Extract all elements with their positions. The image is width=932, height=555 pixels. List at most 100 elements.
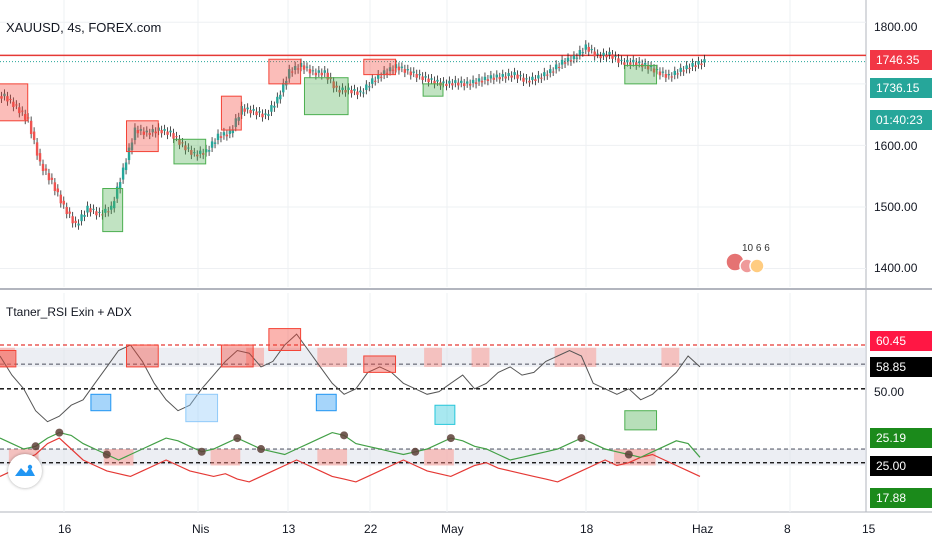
- candle-down: [261, 113, 264, 118]
- price-tick-1600: 1600.00: [874, 139, 918, 153]
- candle-up: [667, 74, 671, 76]
- candle-down: [21, 110, 24, 112]
- candle-down: [605, 55, 608, 58]
- candle-down: [356, 91, 359, 95]
- candle-up: [661, 71, 665, 73]
- candle-up: [3, 93, 6, 97]
- candle-down: [421, 76, 424, 81]
- adx-signal-dot: [197, 447, 206, 456]
- candle-down: [480, 80, 484, 83]
- candle-down: [326, 72, 329, 80]
- adx-signal-dot: [340, 431, 349, 440]
- indicator-pane: [0, 328, 866, 483]
- indicator-title[interactable]: Ttaner_RSI Exin + ADX: [6, 305, 132, 319]
- time-tick-15: 15: [862, 522, 876, 536]
- candle-down: [148, 133, 151, 135]
- candle-down: [534, 79, 537, 81]
- red-indicator-box: [268, 328, 302, 351]
- candle-up: [169, 130, 172, 133]
- candle-down: [107, 211, 110, 213]
- candle-up: [531, 76, 534, 81]
- candle-up: [549, 69, 552, 74]
- candle-down: [557, 66, 561, 68]
- red-signal-box: [126, 120, 159, 153]
- candle-down: [53, 182, 57, 191]
- candle-up: [412, 71, 415, 73]
- candle-up: [513, 72, 516, 76]
- candle-down: [24, 114, 27, 120]
- candle-up: [554, 64, 558, 70]
- candle-up: [118, 182, 122, 190]
- candle-up: [341, 87, 344, 91]
- candle-down: [89, 208, 92, 213]
- rsi-value-tag: 58.85: [870, 357, 932, 377]
- candle-down: [95, 211, 98, 216]
- price-tick-1800: 1800.00: [874, 20, 918, 34]
- candle-up: [311, 70, 315, 72]
- candle-down: [403, 69, 407, 73]
- candle-down: [196, 154, 199, 157]
- candle-up: [581, 52, 585, 54]
- candle-up: [602, 52, 605, 56]
- candle-down: [379, 76, 383, 78]
- candle-up: [400, 66, 404, 68]
- indicator-tick-50: 50.00: [874, 385, 905, 399]
- red-signal-box: [363, 58, 397, 76]
- candle-down: [528, 80, 531, 83]
- rsi-line: [0, 333, 701, 423]
- candle-down: [190, 150, 193, 155]
- candle-up: [317, 70, 321, 73]
- rsi-highlight-zone: [554, 347, 597, 367]
- candle-down: [409, 71, 413, 76]
- candle-down: [593, 51, 596, 57]
- candle-up: [104, 208, 107, 213]
- candle-down: [160, 130, 163, 134]
- candle-down: [391, 69, 395, 71]
- candle-up: [430, 78, 433, 80]
- candle-down: [427, 78, 430, 83]
- candle-down: [468, 83, 472, 86]
- tradingview-logo[interactable]: [8, 454, 42, 488]
- candle-down: [510, 75, 513, 78]
- candle-down: [522, 77, 525, 82]
- symbol-title[interactable]: XAUUSD, 4s, FOREX.com: [6, 20, 162, 35]
- candle-up: [691, 62, 694, 67]
- candle-down: [457, 82, 460, 86]
- candle-up: [649, 66, 653, 68]
- candle-down: [0, 96, 3, 99]
- adx-highlight-zone: [424, 449, 454, 466]
- candle-up: [525, 78, 528, 80]
- adx-highlight-zone: [103, 449, 134, 466]
- candle-down: [249, 110, 252, 114]
- candle-up: [489, 75, 493, 79]
- candle-up: [507, 73, 510, 77]
- events-badge[interactable]: 10 6 6: [742, 243, 770, 254]
- candle-down: [308, 69, 312, 74]
- candle-down: [68, 211, 71, 214]
- candle-down: [302, 65, 306, 70]
- candle-down: [18, 107, 21, 114]
- candle-down: [62, 200, 65, 205]
- candle-down: [415, 74, 418, 78]
- candle-up: [637, 61, 641, 64]
- flag-icon: [749, 258, 765, 274]
- rsi-highlight-zone: [661, 347, 680, 367]
- candle-down: [611, 54, 614, 59]
- candle-up: [578, 50, 582, 56]
- candle-up: [626, 59, 629, 63]
- candle-up: [460, 80, 463, 83]
- time-tick-nis: Nis: [192, 522, 210, 536]
- resistance-price-tag: 1746.35: [870, 50, 932, 70]
- candle-up: [371, 78, 374, 84]
- candle-up: [264, 113, 267, 115]
- candle-down: [670, 76, 674, 78]
- candle-down: [540, 77, 543, 79]
- candle-down: [516, 74, 519, 79]
- candle-down: [181, 142, 184, 144]
- candle-up: [222, 132, 226, 136]
- candle-down: [664, 74, 668, 78]
- teal-indicator-box: [434, 404, 456, 425]
- red-signal-box: [220, 95, 242, 131]
- candle-up: [442, 81, 445, 84]
- candle-up: [703, 59, 706, 63]
